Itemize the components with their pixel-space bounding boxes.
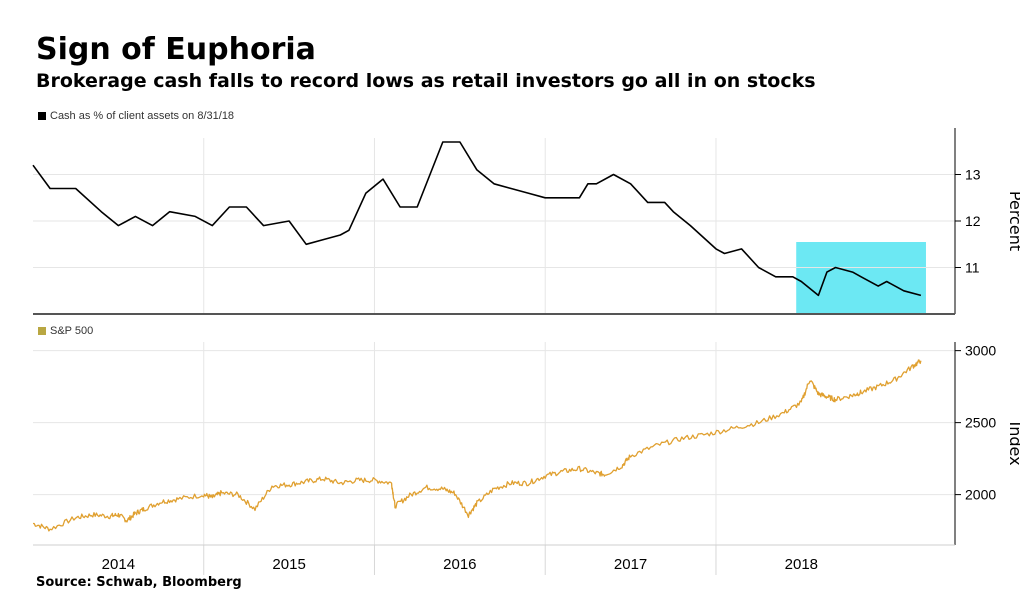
ytick-label-1-1: 2500 (965, 415, 996, 431)
axes (33, 128, 961, 546)
chart-title: Sign of Euphoria (36, 32, 316, 67)
ytick-label-0-0: 11 (965, 260, 980, 276)
legend-sp500-swatch (38, 327, 46, 335)
ytick-label-1-0: 2000 (965, 487, 996, 503)
year-label-3: 2017 (614, 556, 647, 573)
y-axis-title-1: Index (1006, 421, 1020, 465)
year-label-2: 2016 (443, 556, 476, 573)
ytick-label-1-2: 3000 (965, 343, 996, 359)
legend-cash-swatch (38, 112, 46, 120)
ytick-label-0-1: 12 (965, 213, 981, 229)
highlight-box (796, 242, 926, 314)
legend-sp500: S&P 500 (38, 325, 93, 337)
highlight-rect (796, 242, 926, 314)
legend-sp500-label: S&P 500 (50, 325, 94, 337)
series-line-0-0 (32, 141, 922, 297)
year-label-1: 2015 (272, 556, 305, 573)
y-axis-title-0: Percent (1006, 191, 1020, 251)
series-line-1-0 (33, 359, 922, 532)
series-lines (32, 141, 922, 532)
ytick-label-0-2: 13 (965, 167, 981, 183)
grid-lines (33, 138, 955, 575)
year-label-4: 2018 (785, 556, 818, 573)
chart-subtitle: Brokerage cash falls to record lows as r… (36, 70, 816, 92)
legend-cash: Cash as % of client assets on 8/31/18 (38, 110, 234, 122)
axis-labels: 11 12 13 Percent 2000 2500 3000 Index 2014 2015 20… (102, 167, 1020, 574)
year-label-0: 2014 (102, 556, 135, 573)
source-note: Source: Schwab, Bloomberg (36, 575, 242, 590)
legend-cash-label: Cash as % of client assets on 8/31/18 (50, 110, 235, 122)
